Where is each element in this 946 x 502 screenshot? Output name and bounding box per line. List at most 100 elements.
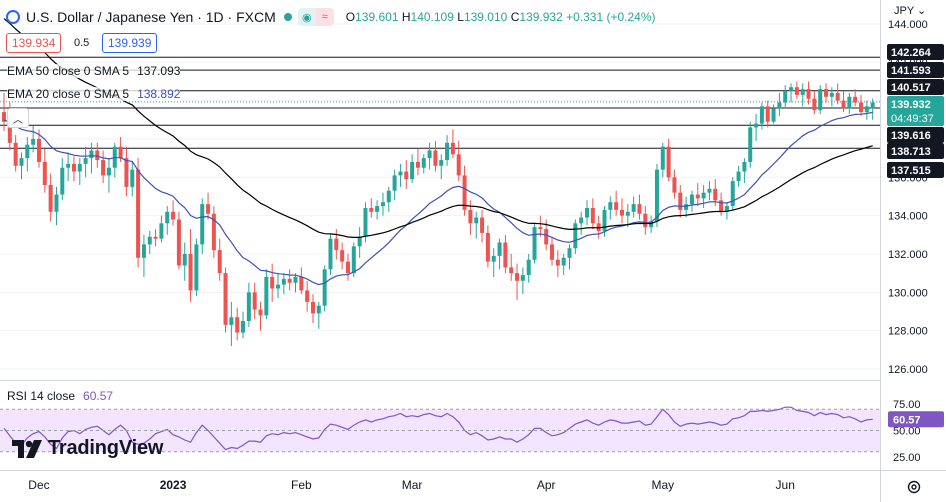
candle-body xyxy=(538,227,543,230)
candle-body xyxy=(456,154,461,176)
candle-body xyxy=(631,204,636,212)
candle-body xyxy=(771,108,776,122)
tradingview-wordmark: TradingView xyxy=(48,437,164,459)
currency-selector[interactable]: JPY ⌄ xyxy=(894,4,926,17)
ema50-label: EMA 50 close 0 SMA 5 xyxy=(7,64,130,78)
candle-body xyxy=(398,171,403,176)
candle-body xyxy=(666,146,671,178)
symbol-title[interactable]: U.S. Dollar / Japanese Yen · 1D · FXCM xyxy=(26,9,276,25)
ema20-legend[interactable]: EMA 20 close 0 SMA 5 138.892 xyxy=(7,87,181,101)
chevron-down-icon: ⌄ xyxy=(917,5,927,17)
candle-body xyxy=(2,112,6,122)
candle-body xyxy=(550,244,555,260)
candle-body xyxy=(812,98,817,111)
ema20-label: EMA 20 close 0 SMA 5 xyxy=(7,87,130,101)
level-price-tag-bg xyxy=(887,44,944,60)
symbol-header[interactable]: U.S. Dollar / Japanese Yen · 1D · FXCM ◉… xyxy=(6,6,656,28)
currency-label: JPY xyxy=(894,5,914,17)
candle-body xyxy=(363,207,368,237)
candle-body xyxy=(340,250,345,262)
candle-body xyxy=(264,276,269,316)
market-status-icon xyxy=(283,13,292,21)
candle-body xyxy=(608,202,613,210)
candle-body xyxy=(707,188,712,193)
candle-body xyxy=(165,211,170,224)
candle-body xyxy=(561,257,566,266)
candle-body xyxy=(695,194,700,199)
candle-body xyxy=(870,102,875,109)
tradingview-logo[interactable]: TradingView xyxy=(12,437,163,460)
candle-body xyxy=(509,267,514,274)
candle-body xyxy=(83,158,88,164)
candle-body xyxy=(806,89,811,99)
candle-body xyxy=(789,87,794,92)
candle-body xyxy=(585,207,589,218)
candle-body xyxy=(777,102,782,109)
rsi-axis[interactable]: 75.00 50.00 25.00 xyxy=(893,399,921,464)
time-axis[interactable]: Dec 2023 Feb Mar Apr May Jun xyxy=(28,478,795,492)
candle-body xyxy=(241,321,246,333)
price-tick-label: 132.000 xyxy=(888,249,928,261)
candle-body xyxy=(462,175,467,210)
candle-body xyxy=(445,142,450,161)
candle-body xyxy=(252,292,257,310)
candle-body xyxy=(25,144,30,159)
candle-body xyxy=(765,106,770,122)
candle-body xyxy=(415,161,420,168)
candle-body xyxy=(89,150,94,159)
sell-price-box[interactable]: 139.934 xyxy=(6,33,62,53)
candle-body xyxy=(124,158,129,187)
ema50-value: 137.093 xyxy=(137,64,181,78)
candle-body xyxy=(71,163,76,172)
candle-body xyxy=(31,138,36,145)
candle-body xyxy=(783,91,788,103)
candle-body xyxy=(625,211,630,216)
candle-body xyxy=(60,167,65,195)
candle-body xyxy=(824,89,829,97)
level-price-tag: 139.616 xyxy=(891,130,931,142)
level-price-tag-bg xyxy=(887,62,944,78)
candle-body xyxy=(689,194,694,205)
candle-body xyxy=(637,204,642,214)
level-price-tag: 138.713 xyxy=(891,146,931,158)
candle-body xyxy=(345,261,350,274)
level-price-tag-bg xyxy=(887,127,944,143)
rsi-tick-label: 75.00 xyxy=(893,399,921,411)
candle-body xyxy=(421,158,426,168)
candles xyxy=(2,81,875,346)
candle-body xyxy=(19,158,24,166)
price-tick-label: 130.000 xyxy=(888,287,928,299)
price-tags: 142.264 141.593 140.517 139.616 138.713 137.5… xyxy=(887,44,944,428)
candle-body xyxy=(864,106,869,113)
level-price-tag-bg xyxy=(887,162,944,178)
candle-body xyxy=(485,232,490,262)
rsi-guides xyxy=(0,408,880,453)
rsi-legend[interactable]: RSI 14 close 60.57 xyxy=(7,389,113,403)
time-tick-label: Jun xyxy=(776,478,795,492)
ema50-legend[interactable]: EMA 50 close 0 SMA 5 137.093 xyxy=(7,64,181,78)
candle-body xyxy=(188,253,193,291)
rsi-tick-label: 50.00 xyxy=(893,426,921,438)
eye-icon[interactable]: ◉ xyxy=(297,8,316,26)
candle-body xyxy=(515,273,520,281)
collapse-legend-button[interactable]: ︿ xyxy=(7,108,29,128)
candle-body xyxy=(730,181,735,207)
candle-body xyxy=(106,167,111,176)
candle-body xyxy=(305,290,310,302)
gear-icon[interactable] xyxy=(906,479,922,495)
candle-body xyxy=(841,100,846,109)
candle-body xyxy=(480,217,485,233)
candle-body xyxy=(847,96,852,109)
buy-price-box[interactable]: 139.939 xyxy=(102,33,158,53)
candle-body xyxy=(130,169,135,187)
candle-body xyxy=(439,160,444,166)
rsi-tick-label: 25.00 xyxy=(893,452,921,464)
candle-body xyxy=(310,301,315,314)
candle-body xyxy=(322,269,327,306)
compare-toggle[interactable]: ◉ ≈ xyxy=(297,8,334,26)
candle-body xyxy=(13,142,18,166)
candle-body xyxy=(433,150,438,166)
candle-body xyxy=(316,305,321,314)
wave-icon[interactable]: ≈ xyxy=(315,8,334,26)
